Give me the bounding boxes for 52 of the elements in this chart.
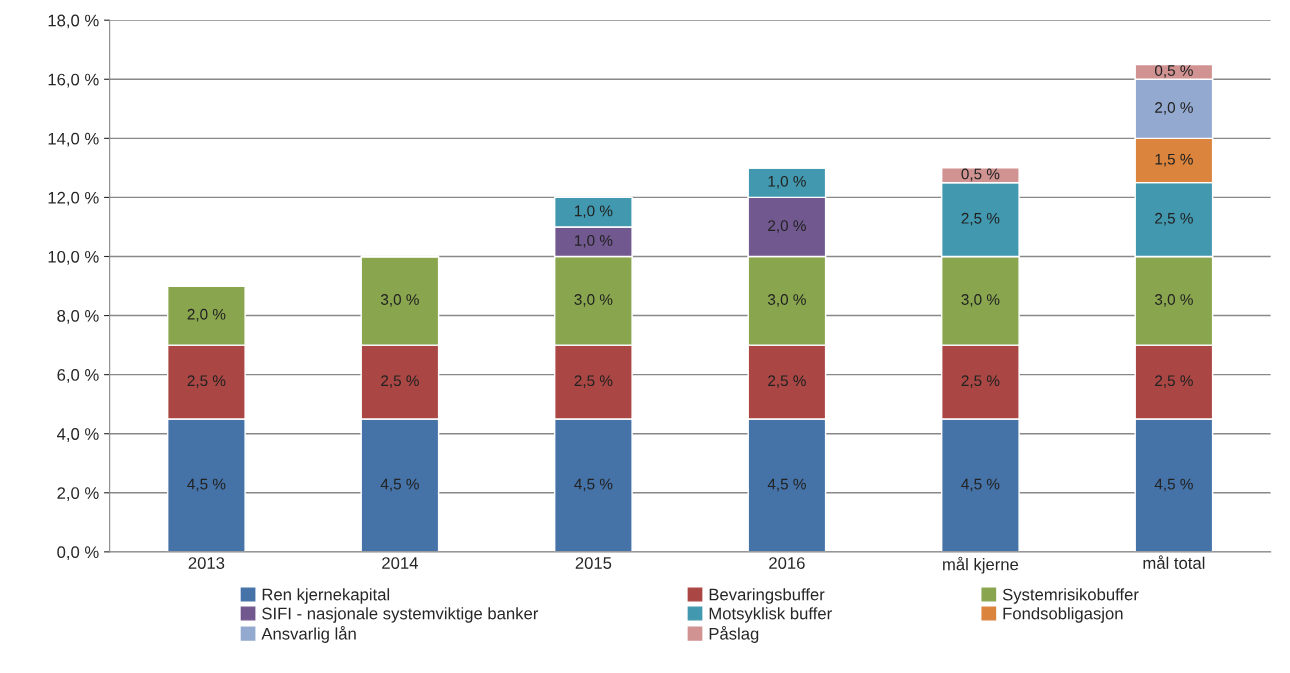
- data-label: 2,5 %: [961, 375, 1000, 388]
- data-label: 2,5 %: [574, 375, 613, 388]
- data-label: 4,5 %: [187, 478, 226, 492]
- legend-label: Systemrisikobuffer: [1002, 588, 1139, 604]
- data-label: 2,0 %: [187, 308, 226, 322]
- y-tick-label: 16,0 %: [48, 73, 99, 88]
- data-label: 1,0 %: [768, 175, 806, 189]
- data-label: 4,5 %: [380, 478, 419, 492]
- data-label: 3,0 %: [961, 294, 1000, 307]
- data-label: 2,5 %: [961, 212, 1000, 226]
- data-label: 2,5 %: [768, 375, 806, 388]
- data-label: 2,5 %: [1155, 212, 1193, 226]
- legend-label: Ansvarlig lån: [261, 626, 356, 643]
- data-label: 4,5 %: [1154, 478, 1193, 492]
- y-tick-label: 2,0 %: [57, 487, 99, 501]
- y-tick-label: 12,0 %: [48, 191, 99, 206]
- data-label: 0,5 %: [961, 168, 1000, 182]
- data-label: 3,0 %: [1154, 294, 1193, 307]
- data-label: 1,0 %: [575, 205, 613, 219]
- y-tick-label: 0,0 %: [57, 546, 99, 561]
- y-tick-label: 14,0 %: [48, 132, 99, 147]
- x-tick-label: 2014: [382, 557, 418, 569]
- data-label: 4,5 %: [767, 478, 806, 492]
- x-tick-label: 2013: [188, 557, 225, 569]
- data-label: 4,5 %: [574, 478, 613, 492]
- data-label: 2,5 %: [187, 375, 226, 388]
- legend-label: Fondsobligasjon: [1003, 607, 1123, 623]
- legend-label: Motsyklisk buffer: [709, 607, 832, 623]
- y-tick-label: 10,0 %: [48, 250, 99, 265]
- x-tick-label: 2015: [575, 557, 612, 569]
- data-label: 3,0 %: [767, 294, 806, 307]
- y-tick-label: 18,0 %: [48, 14, 99, 29]
- legend-label: Bevaringsbuffer: [709, 588, 825, 604]
- x-tick-label: 2016: [769, 557, 805, 569]
- x-tick-label: mål kjerne: [943, 556, 1019, 574]
- legend-label: Påslag: [709, 626, 759, 643]
- x-tick-label: mål total: [1143, 555, 1205, 569]
- legend-label: SIFI - nasjonale systemviktige banker: [262, 607, 539, 623]
- data-label: 4,5 %: [961, 478, 1000, 492]
- data-label: 2,0 %: [768, 220, 806, 233]
- data-label: 2,5 %: [381, 375, 419, 388]
- y-tick-label: 6,0 %: [57, 369, 99, 383]
- data-label: 1,5 %: [1155, 153, 1193, 167]
- data-label: 3,0 %: [574, 294, 613, 307]
- data-label: 3,0 %: [380, 294, 419, 307]
- data-label: 2,5 %: [1155, 375, 1193, 388]
- legend-label: Ren kjernekapital: [262, 588, 390, 604]
- data-label: 1,0 %: [575, 235, 613, 248]
- y-tick-label: 8,0 %: [57, 309, 99, 324]
- y-tick-label: 4,0 %: [57, 428, 99, 442]
- data-label: 0,5 %: [1154, 65, 1193, 78]
- data-label: 2,0 %: [1155, 102, 1193, 115]
